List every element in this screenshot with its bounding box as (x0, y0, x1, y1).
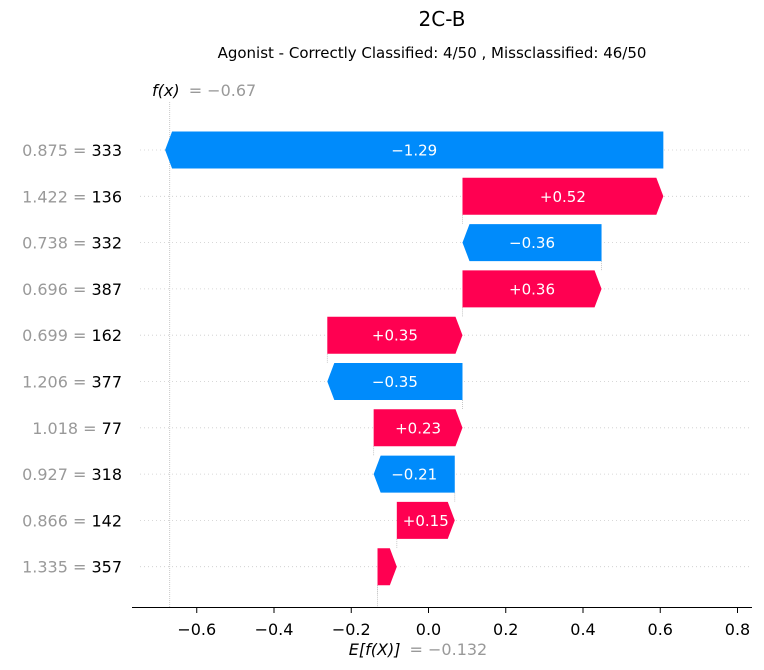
feature-value: 1.206 = (22, 373, 91, 392)
bar-77 (373, 409, 463, 447)
bar-value-label: −0.35 (372, 373, 418, 391)
x-tick-label: 0.8 (725, 620, 750, 639)
y-axis-label: 0.927 = 318 (22, 465, 122, 484)
x-axis: −0.6 −0.4 −0.2 0.0 0.2 0.4 0.6 0.8 (132, 607, 752, 639)
x-tick-label: 0.4 (570, 620, 595, 639)
feature-value: 0.699 = (22, 326, 91, 345)
y-axis-label: 1.018 = 77 (32, 419, 122, 438)
fx-value-text: = −0.67 (189, 81, 257, 100)
bar-value-label: +0.05 (406, 558, 452, 576)
feature-value: 0.875 = (22, 141, 91, 160)
feature-name: 357 (91, 558, 122, 577)
feature-name: 142 (91, 511, 122, 530)
y-axis-labels: 0.875 = 333 1.422 = 136 0.738 = 332 0.696 =… (22, 141, 122, 577)
x-tick-label: 0.6 (648, 620, 673, 639)
fx-label-text: f(x) (152, 81, 180, 100)
x-tick-label: 0.2 (493, 620, 518, 639)
bar-value-label: −0.36 (509, 234, 555, 252)
efx-value-text: = −0.132 (410, 640, 488, 659)
feature-value: 1.335 = (22, 558, 91, 577)
bar-142 (396, 501, 455, 539)
y-axis-label: 0.875 = 333 (22, 141, 122, 160)
connector-lines (169, 102, 602, 607)
feature-name: 77 (102, 419, 122, 438)
feature-value: 0.696 = (22, 280, 91, 299)
feature-value: 0.866 = (22, 511, 91, 530)
feature-name: 332 (91, 234, 122, 253)
x-tick-label: −0.6 (177, 620, 216, 639)
bar-value-label: +0.23 (395, 419, 441, 437)
bar-357 (377, 548, 397, 586)
feature-name: 377 (91, 373, 122, 392)
fx-label: f(x) = −0.67 (152, 81, 256, 100)
y-axis-label: 1.422 = 136 (22, 187, 122, 206)
x-tick-label: −0.4 (255, 620, 294, 639)
y-axis-label: 1.335 = 357 (22, 558, 122, 577)
x-tick-label: 0.0 (416, 620, 441, 639)
feature-name: 318 (91, 465, 122, 484)
feature-name: 333 (91, 141, 122, 160)
feature-value: 0.738 = (22, 234, 91, 253)
y-axis-label: 0.738 = 332 (22, 234, 122, 253)
svg-text:E[f(X)] = −0.132: E[f(X)] = −0.132 (349, 640, 487, 659)
y-axis-label: 0.866 = 142 (22, 511, 122, 530)
efx-label: E[f(X)] = −0.132 (349, 640, 487, 659)
chart-subtitle: Agonist - Correctly Classified: 4/50 , M… (218, 44, 647, 62)
y-axis-label: 0.696 = 387 (22, 280, 122, 299)
bar-value-label: +0.52 (540, 188, 586, 206)
feature-value: 1.018 = (32, 419, 101, 438)
bar-136 (462, 177, 664, 215)
bar-value-label: −1.29 (391, 142, 437, 160)
bar-value-label: +0.15 (403, 512, 449, 530)
bars: −1.29 +0.52 −0.36 +0.36 +0.35 −0.35 +0.23 −0.21… (165, 131, 664, 586)
bar-332 (462, 224, 602, 262)
bar-318 (373, 455, 455, 493)
bar-162 (327, 316, 463, 354)
feature-name: 136 (91, 187, 122, 206)
efx-label-text: E[f(X)] (349, 640, 401, 659)
feature-value: 1.422 = (22, 187, 91, 206)
feature-name: 162 (91, 326, 122, 345)
bar-value-label: +0.35 (372, 327, 418, 345)
feature-value: 0.927 = (22, 465, 91, 484)
bar-value-label: −0.21 (391, 466, 437, 484)
bar-value-label: +0.36 (509, 280, 555, 298)
bar-333 (165, 131, 664, 169)
feature-name: 387 (91, 280, 122, 299)
y-axis-label: 1.206 = 377 (22, 373, 122, 392)
chart-title: 2C-B (419, 7, 466, 31)
x-tick-label: −0.2 (332, 620, 371, 639)
y-axis-label: 0.699 = 162 (22, 326, 122, 345)
bar-387 (462, 270, 602, 308)
bar-377 (327, 363, 463, 400)
svg-text:f(x) = −0.67: f(x) = −0.67 (152, 81, 256, 100)
